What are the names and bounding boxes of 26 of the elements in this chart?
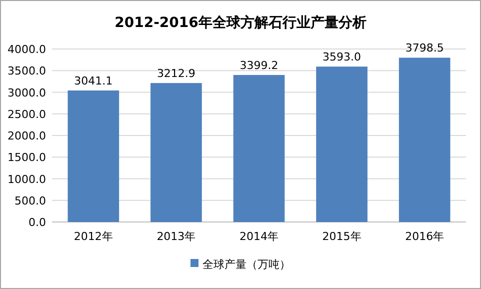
x-tick-label: 2014年	[240, 230, 278, 243]
bar	[398, 58, 450, 222]
y-tick-label: 3000.0	[8, 86, 46, 100]
x-tick-label: 2016年	[405, 230, 444, 243]
y-tick-label: 2000.0	[8, 130, 46, 142]
text: 3593.0	[322, 50, 362, 64]
y-tick-label: 2500.0	[8, 108, 46, 121]
x-tick-label: 2013年	[156, 230, 196, 243]
legend-label: 全球产量（万吨）	[202, 258, 290, 271]
bar	[150, 83, 202, 222]
y-tick-label: 0.0	[28, 216, 46, 229]
text: 3798.5	[405, 42, 444, 55]
text: 3041.1	[74, 74, 113, 88]
x-tick-label: 2015年	[322, 230, 362, 243]
y-tick-label: 1000.0	[8, 172, 46, 186]
y-tick-label: 4000.0	[8, 43, 46, 56]
y-tick-label: 500.0	[14, 194, 46, 208]
chart-title: 2012-2016年全球方解石行业产量分析	[114, 14, 366, 31]
y-tick-label: 1500.0	[8, 151, 46, 164]
bar	[316, 66, 368, 222]
text: 3212.9	[156, 67, 196, 80]
x-tick-label: 2012年	[74, 230, 113, 243]
text: 3399.2	[240, 58, 278, 72]
bar	[68, 90, 120, 222]
y-tick-label: 3500.0	[8, 64, 46, 78]
bar	[233, 74, 285, 222]
